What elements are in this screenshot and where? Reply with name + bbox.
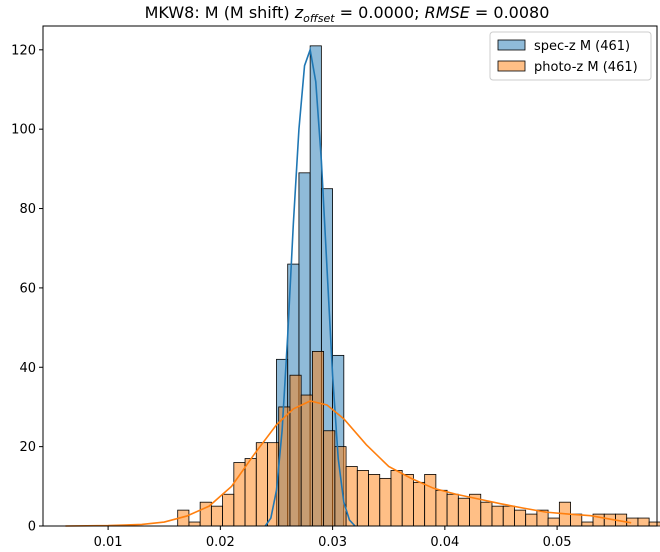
y-tick-label: 40 — [19, 361, 36, 376]
title-mid: = 0.0000; — [335, 3, 425, 22]
histogram-bar — [390, 470, 403, 527]
histogram-bar — [323, 430, 336, 527]
histogram-bar — [547, 517, 560, 527]
x-tick-label: 0.04 — [430, 535, 459, 550]
legend-label: spec-z M (461) — [534, 39, 630, 54]
histogram-bar — [379, 477, 392, 527]
histogram-bar — [289, 374, 302, 527]
histogram-bar — [491, 505, 504, 527]
y-tick-label: 0 — [28, 520, 36, 535]
series-1-bars — [177, 350, 660, 527]
x-tick-label: 0.01 — [94, 535, 123, 550]
histogram-bar — [514, 509, 527, 527]
x-tick-label: 0.03 — [318, 535, 347, 550]
title-z-subscript: offset — [303, 12, 335, 25]
histogram-bar — [480, 501, 493, 527]
histogram-bar — [446, 493, 459, 527]
histogram-bar — [525, 513, 538, 527]
legend-box — [489, 31, 652, 81]
title-rmse-symbol: RMSE — [425, 3, 471, 22]
title-z-symbol: z — [294, 3, 304, 22]
histogram-bar — [188, 521, 201, 527]
legend: spec-z M (461) photo-z M (461) — [489, 31, 652, 81]
y-tick-label: 120 — [11, 43, 36, 58]
series-1-kde-line — [65, 400, 632, 527]
histogram-bar — [637, 517, 650, 527]
histogram-bar — [570, 513, 583, 527]
legend-swatch — [497, 39, 526, 51]
histogram-bar — [648, 521, 660, 527]
title-prefix: MKW8: M (M shift) — [145, 3, 295, 22]
chart-title: MKW8: M (M shift) zoffset = 0.0000; RMSE… — [145, 3, 550, 25]
histogram-bar — [356, 470, 369, 527]
histogram-bar — [413, 481, 426, 527]
x-tick-label: 0.05 — [543, 535, 572, 550]
histogram-bar — [233, 462, 246, 527]
plot-layer — [65, 45, 660, 527]
histogram-bar — [334, 446, 347, 527]
legend-label: photo-z M (461) — [534, 60, 638, 75]
y-tick-label: 60 — [19, 281, 36, 296]
histogram-bar — [244, 458, 257, 527]
axes-layer: 0.01 0.02 0.03 0.04 0.05 0 20 40 60 80 100 120 — [11, 25, 658, 550]
legend-swatch — [497, 60, 526, 72]
y-tick-label: 20 — [19, 440, 36, 455]
series-0-kde-line — [264, 46, 356, 527]
histogram-bar — [401, 474, 414, 527]
histogram-bar — [457, 497, 470, 527]
histogram-bar — [311, 350, 325, 527]
histogram-bar — [368, 474, 381, 527]
histogram-bar — [278, 406, 291, 527]
y-tick-label: 100 — [11, 123, 36, 138]
histogram-bar — [255, 442, 268, 527]
histogram-bar — [435, 489, 448, 527]
histogram-bar — [210, 505, 223, 527]
histogram-bar — [502, 505, 515, 527]
histogram-bar — [300, 394, 313, 527]
x-tick-label: 0.02 — [206, 535, 235, 550]
axes-frame — [42, 25, 658, 527]
histogram-bar — [424, 474, 437, 527]
title-suffix: = 0.0080 — [470, 3, 550, 22]
y-tick-label: 80 — [19, 202, 36, 217]
histogram-bar — [581, 521, 594, 527]
histogram-bar — [222, 493, 235, 527]
